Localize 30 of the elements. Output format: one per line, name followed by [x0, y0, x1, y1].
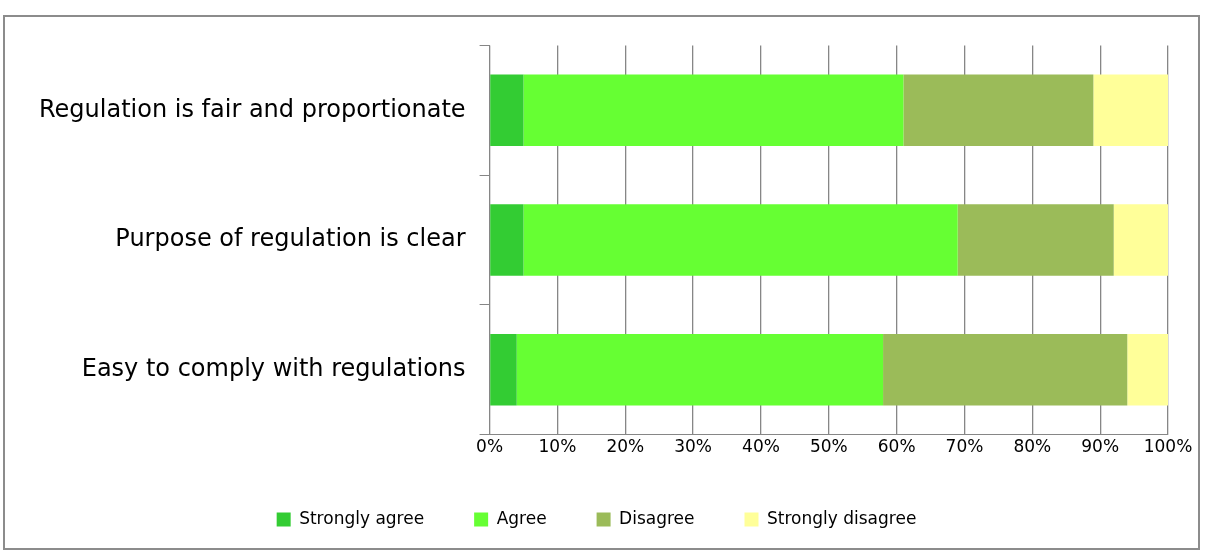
- x-tick-label: 100%: [1143, 436, 1193, 457]
- y-tick-label: Regulation is fair and proportionate: [38, 94, 466, 123]
- bar: [490, 204, 524, 276]
- bar: [1113, 204, 1168, 276]
- x-tick-label: 70%: [945, 436, 984, 457]
- x-tick-label: 30%: [674, 436, 713, 457]
- y-tick-label: Purpose of regulation is clear: [115, 224, 466, 253]
- x-tick-label: 80%: [1013, 436, 1052, 457]
- legend-label: Strongly disagree: [767, 507, 917, 528]
- x-tick-label: 60%: [877, 436, 916, 457]
- x-tick-label: 0%: [476, 436, 504, 457]
- legend-label: Strongly agree: [299, 507, 425, 528]
- bar: [957, 204, 1114, 276]
- bar: [903, 74, 1094, 146]
- bar: [490, 74, 524, 146]
- legend-label: Disagree: [619, 507, 695, 528]
- legend-label: Agree: [496, 507, 547, 528]
- bar: [523, 74, 904, 146]
- x-tick-label: 40%: [742, 436, 780, 457]
- bar: [523, 204, 958, 276]
- bar: [1127, 334, 1168, 406]
- bar: [516, 334, 884, 406]
- x-tick-label: 20%: [606, 436, 645, 457]
- y-tick-label: Easy to comply with regulations: [81, 353, 466, 382]
- x-tick-label: 90%: [1081, 436, 1120, 457]
- bar: [1093, 74, 1168, 146]
- bar: [883, 334, 1128, 406]
- x-tick-label: 10%: [538, 436, 577, 457]
- bar: [490, 334, 517, 406]
- x-tick-label: 50%: [809, 436, 848, 457]
